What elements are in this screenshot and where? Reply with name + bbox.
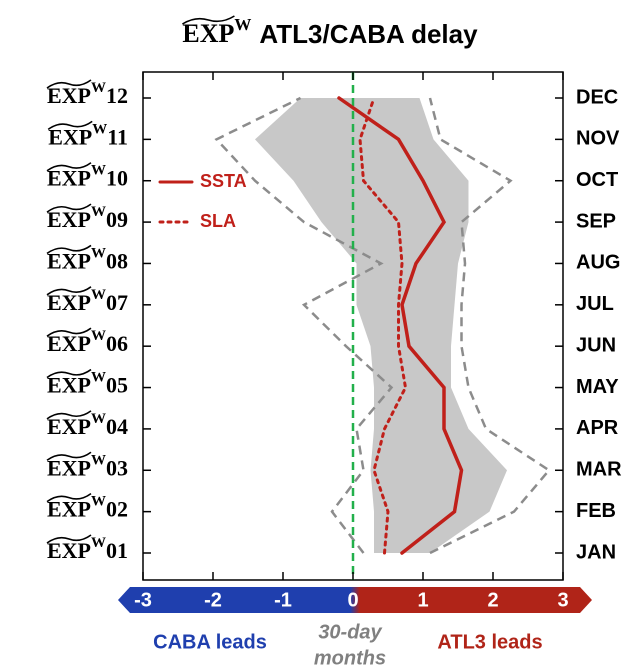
month-label: FEB <box>576 500 616 522</box>
legend-label: SSTA <box>200 171 247 191</box>
row-superscript: W <box>91 246 106 262</box>
row-prefix: EXP <box>47 455 91 480</box>
row-label: EXPW02 <box>47 494 128 522</box>
row-number: 10 <box>106 166 128 191</box>
row-label: EXPW01 <box>47 535 128 563</box>
row-superscript: W <box>91 370 106 386</box>
row-superscript: W <box>91 163 106 179</box>
left-note: CABA leads <box>153 631 267 653</box>
row-number: 04 <box>106 414 128 439</box>
month-label: JAN <box>576 541 616 563</box>
title-superscript: W <box>234 15 251 34</box>
row-superscript: W <box>91 494 106 510</box>
row-superscript: W <box>91 329 106 345</box>
bound-line <box>214 96 394 554</box>
row-superscript: W <box>91 535 106 551</box>
hat <box>46 534 92 544</box>
chart-title: EXPW ATL3/CABA delay <box>182 15 478 49</box>
month-label: MAY <box>576 376 619 398</box>
row-number: 03 <box>106 455 128 480</box>
row-label: EXPW04 <box>47 411 128 439</box>
row-number: 02 <box>106 497 128 522</box>
month-label: MAR <box>576 459 622 481</box>
row-number: 12 <box>106 83 128 108</box>
row-label: EXPW07 <box>47 287 128 315</box>
row-superscript: W <box>91 411 106 427</box>
month-label: JUL <box>576 293 614 315</box>
row-label: EXPW09 <box>47 205 128 233</box>
row-label: EXPW03 <box>47 453 128 481</box>
row-number: 09 <box>106 207 128 232</box>
bound-line <box>428 97 551 555</box>
center-note: months <box>314 647 386 669</box>
row-label: EXPW10 <box>47 163 128 191</box>
hat <box>47 120 93 131</box>
row-prefix: EXP <box>48 124 92 149</box>
row-label: EXPW05 <box>47 370 128 398</box>
row-superscript: W <box>91 80 106 96</box>
row-number: 08 <box>106 249 128 274</box>
row-prefix: EXP <box>47 538 91 563</box>
legend-label: SLA <box>200 211 236 231</box>
x-tick-label: -3 <box>134 589 152 611</box>
x-tick-label: 0 <box>347 589 358 611</box>
row-label: EXPW08 <box>47 246 128 274</box>
hat <box>46 162 92 172</box>
row-label: EXPW12 <box>47 80 128 108</box>
row-superscript: W <box>91 453 106 469</box>
month-label: JUN <box>576 334 616 356</box>
month-label: APR <box>576 417 619 439</box>
month-label: AUG <box>576 252 620 274</box>
title-text: ATL3/CABA delay <box>259 19 478 49</box>
row-superscript: W <box>92 122 107 138</box>
range-band <box>255 98 507 553</box>
series-line <box>358 96 408 555</box>
hat <box>46 410 92 420</box>
month-label: DEC <box>576 86 618 108</box>
row-number: 06 <box>106 331 128 356</box>
x-tick-label: -2 <box>204 589 222 611</box>
hat <box>46 327 92 337</box>
row-prefix: EXP <box>47 249 91 274</box>
row-number: 07 <box>106 290 128 315</box>
hat <box>46 286 92 296</box>
hat <box>46 451 92 461</box>
row-prefix: EXP <box>47 497 91 522</box>
hat <box>46 79 92 89</box>
month-label: OCT <box>576 169 618 191</box>
row-prefix: EXP <box>47 414 91 439</box>
row-label: EXPW06 <box>47 329 128 357</box>
row-prefix: EXP <box>47 290 91 315</box>
row-prefix: EXP <box>47 207 91 232</box>
series-line <box>337 96 464 555</box>
row-number: 01 <box>106 538 128 563</box>
hat <box>182 15 235 25</box>
month-label: SEP <box>576 210 616 232</box>
x-tick-label: 3 <box>557 589 568 611</box>
axis-arrow <box>118 587 592 613</box>
hat <box>46 492 92 503</box>
x-tick-label: 2 <box>487 589 498 611</box>
row-number: 11 <box>107 124 128 149</box>
right-note: ATL3 leads <box>437 631 542 653</box>
center-note: 30-day <box>318 621 382 643</box>
hat <box>46 244 92 255</box>
hat <box>46 203 92 213</box>
title-prefix: EXP <box>182 19 234 48</box>
row-prefix: EXP <box>47 83 91 108</box>
x-tick-label: -1 <box>274 589 292 611</box>
row-prefix: EXP <box>47 331 91 356</box>
row-superscript: W <box>91 287 106 303</box>
month-label: NOV <box>576 128 620 150</box>
row-superscript: W <box>91 205 106 221</box>
hat <box>46 368 92 379</box>
row-prefix: EXP <box>47 166 91 191</box>
row-prefix: EXP <box>47 373 91 398</box>
row-label: EXPW11 <box>48 122 128 150</box>
row-number: 05 <box>106 373 128 398</box>
x-tick-label: 1 <box>417 589 428 611</box>
